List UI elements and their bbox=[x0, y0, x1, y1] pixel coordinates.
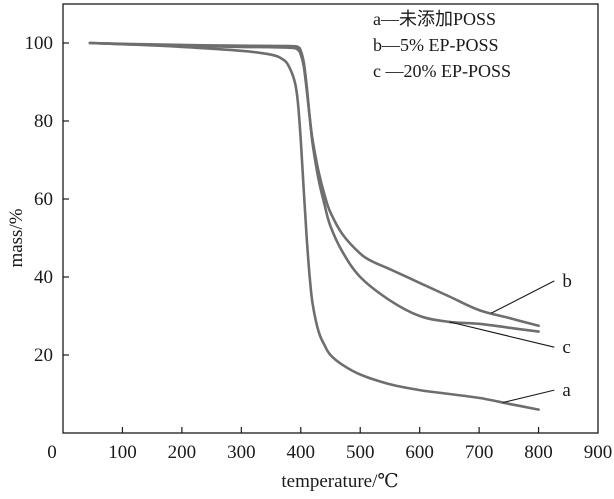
x-tick-label-600: 600 bbox=[405, 442, 434, 463]
leader-b bbox=[490, 280, 555, 314]
x-tick-label-700: 700 bbox=[465, 442, 494, 463]
x-axis-title: temperature/℃ bbox=[281, 471, 398, 492]
leader-a bbox=[502, 389, 555, 404]
x-tick-label-500: 500 bbox=[346, 442, 375, 463]
legend-entry-c: c —20% EP-POSS bbox=[373, 61, 511, 81]
axis-ticks bbox=[63, 42, 540, 433]
curve-label-a: a bbox=[562, 380, 571, 401]
series-c-line bbox=[88, 41, 540, 333]
curve-label-c: c bbox=[562, 337, 570, 358]
series-layer bbox=[88, 41, 540, 411]
y-tick-label-40: 40 bbox=[34, 267, 53, 288]
y-axis-title: mass/% bbox=[6, 208, 27, 267]
x-tick-label-100: 100 bbox=[108, 442, 137, 463]
y-tick-label-20: 20 bbox=[34, 345, 53, 366]
series-b-line bbox=[88, 41, 540, 328]
x-tick-label-800: 800 bbox=[524, 442, 553, 463]
series-a-line bbox=[88, 41, 540, 411]
curve-label-b: b bbox=[562, 271, 572, 292]
legend: a—未添加POSS b—5% EP-POSS c —20% EP-POSS bbox=[373, 9, 511, 81]
axis-tick-labels: 0 100 200 300 400 500 600 700 800 900 20 40 60 80 100 bbox=[25, 33, 613, 463]
x-tick-label-900: 900 bbox=[584, 442, 613, 463]
legend-entry-a: a—未添加POSS bbox=[373, 9, 496, 29]
x-tick-label-400: 400 bbox=[287, 442, 316, 463]
curve-labels: a b c bbox=[562, 271, 572, 401]
legend-entry-b: b—5% EP-POSS bbox=[373, 35, 499, 55]
y-tick-label-60: 60 bbox=[34, 189, 53, 210]
curve-label-leaders bbox=[449, 280, 555, 404]
x-tick-label-0: 0 bbox=[47, 442, 57, 463]
y-tick-label-100: 100 bbox=[25, 33, 54, 54]
plot-border bbox=[62, 3, 599, 434]
plot-frame bbox=[62, 3, 599, 434]
y-tick-label-80: 80 bbox=[34, 111, 53, 132]
leader-c bbox=[449, 321, 555, 348]
x-tick-label-200: 200 bbox=[168, 442, 197, 463]
x-tick-label-300: 300 bbox=[227, 442, 256, 463]
